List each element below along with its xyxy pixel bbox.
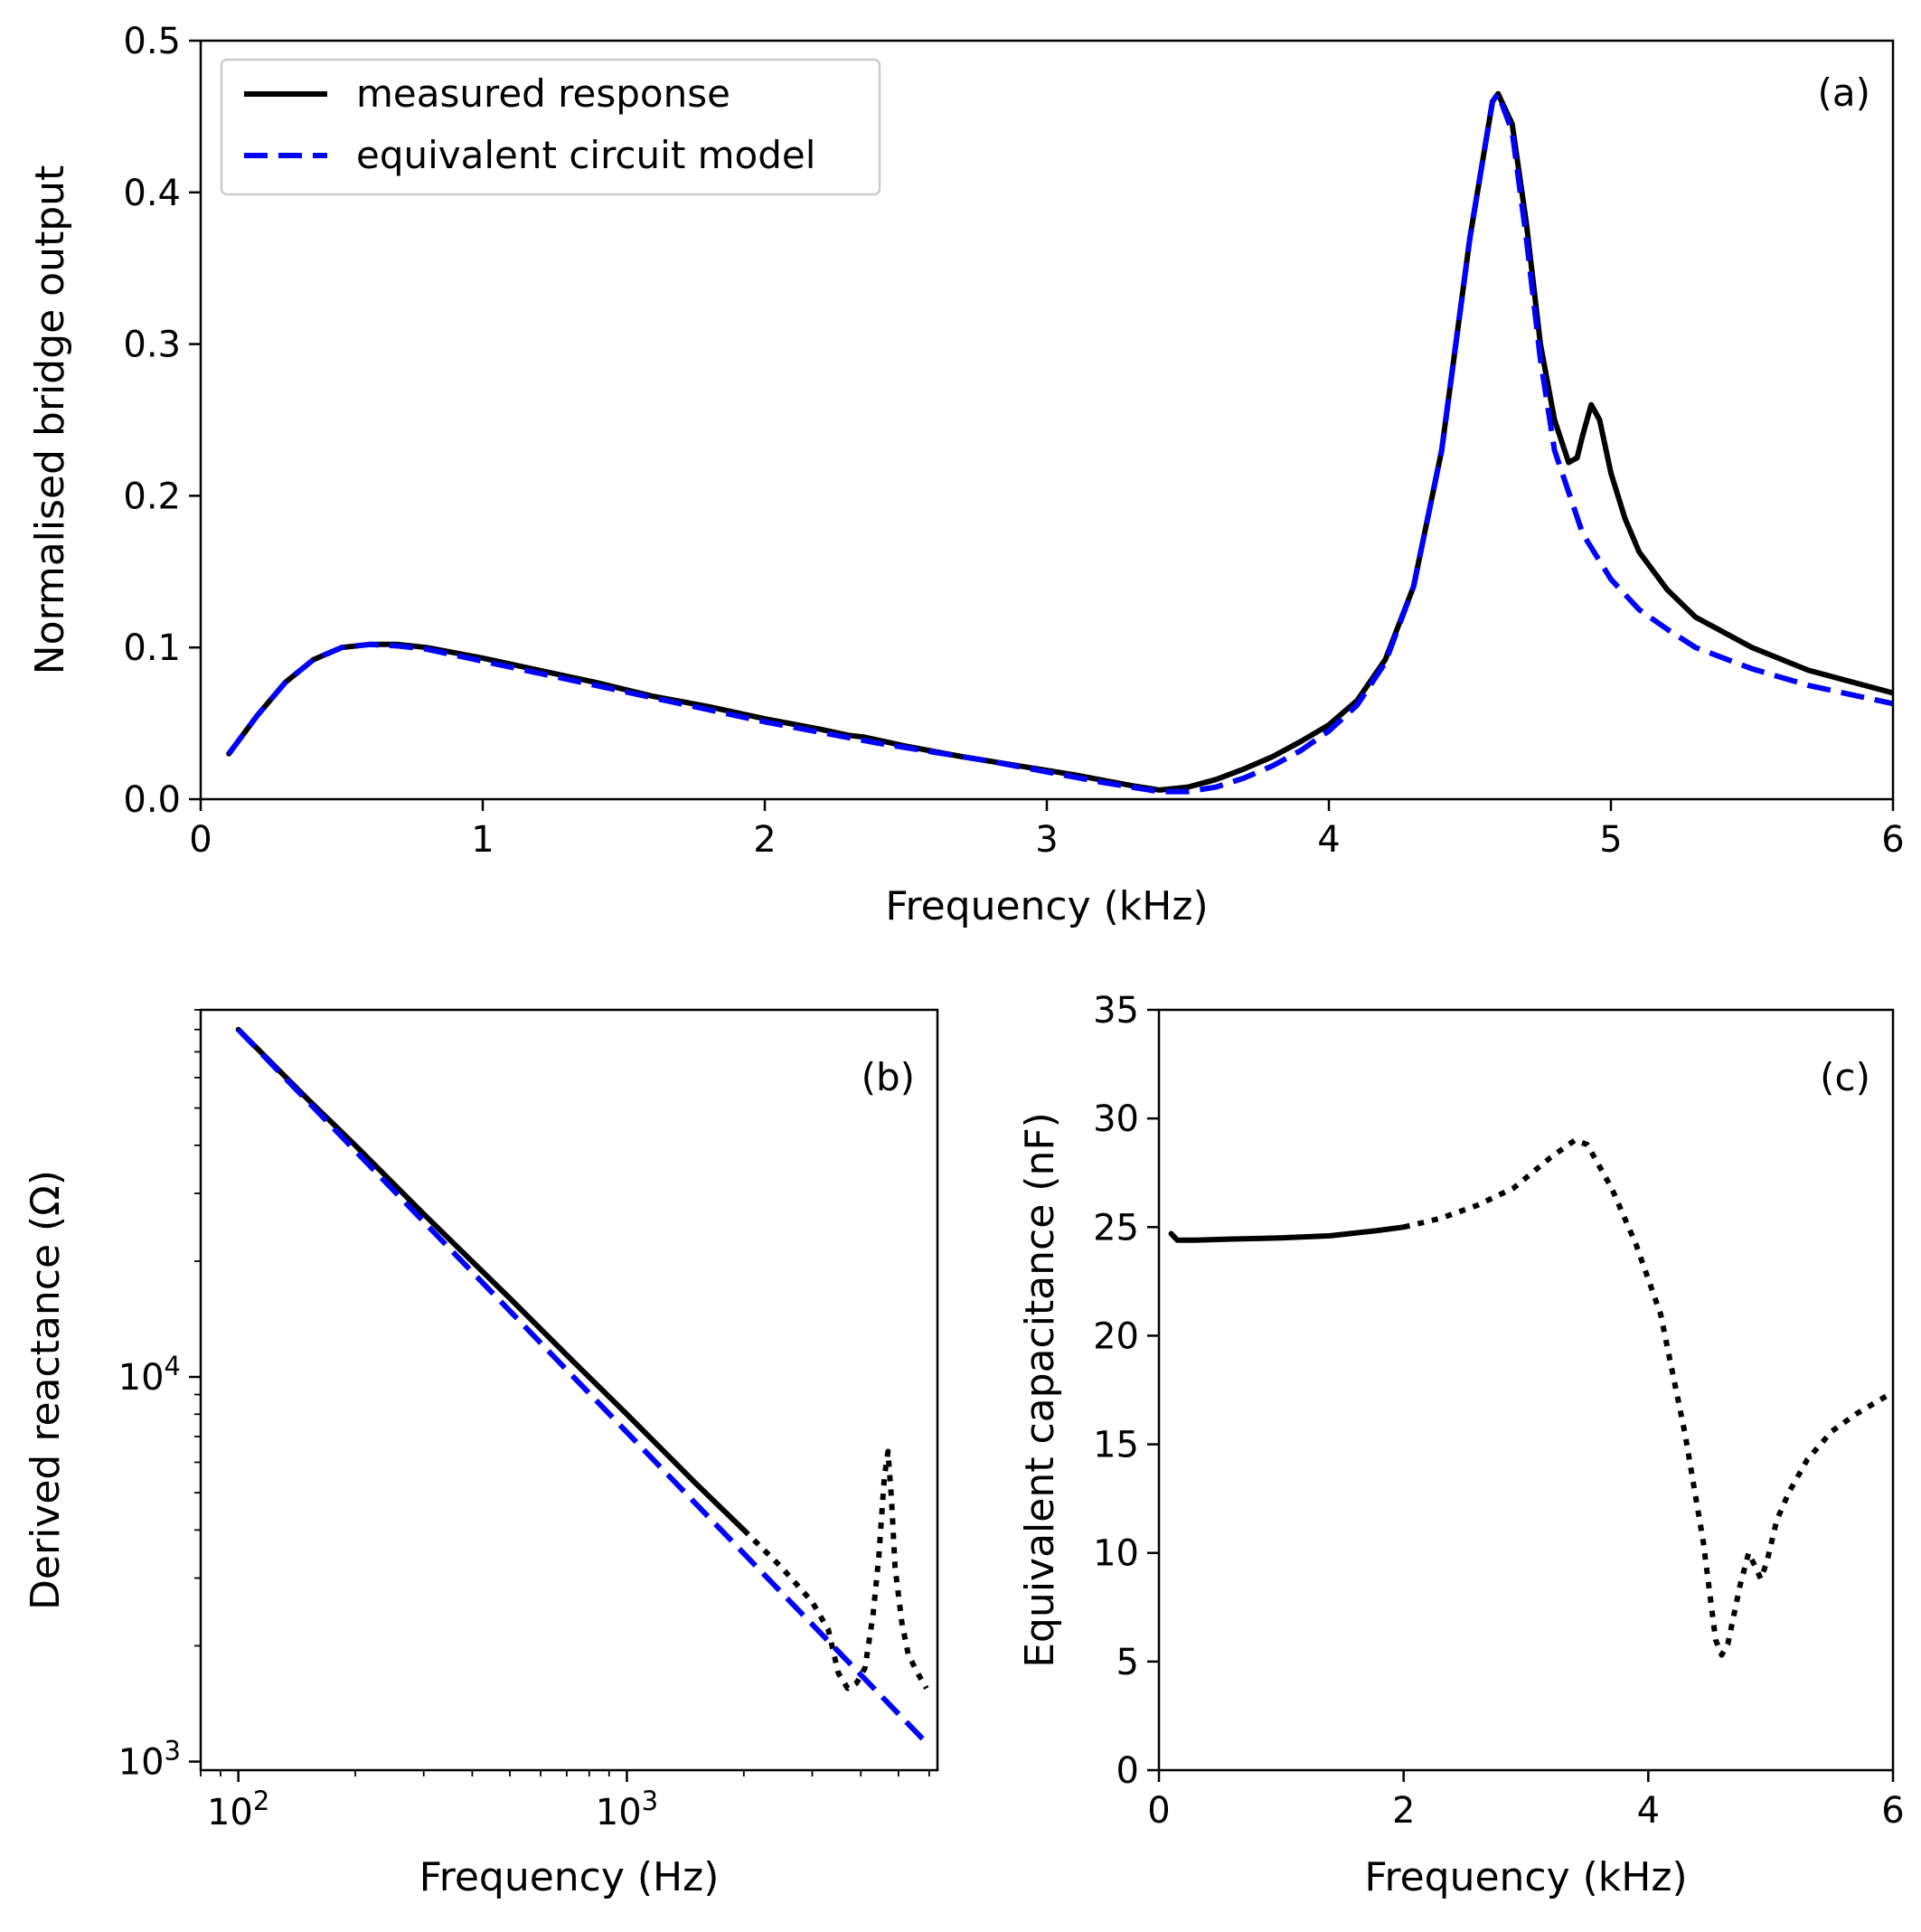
- x-tick-label: 2: [753, 819, 776, 861]
- x-tick-label: 6: [1881, 1790, 1904, 1832]
- x-tick-label: 0: [1147, 1790, 1170, 1832]
- x-tick-label: 5: [1599, 819, 1622, 861]
- x-tick-label: 102: [207, 1786, 269, 1833]
- y-tick-label: 15: [1093, 1425, 1139, 1466]
- y-tick-label: 10: [1093, 1533, 1139, 1575]
- legend-label: measured response: [356, 71, 730, 116]
- x-tick-label: 4: [1317, 819, 1340, 861]
- plot-frame: [1157, 1008, 1895, 1772]
- x-axis-label: Frequency (Hz): [419, 1854, 720, 1900]
- y-tick-label: 104: [118, 1351, 181, 1399]
- y-tick-label: 0.5: [123, 21, 181, 62]
- x-tick-label: 0: [189, 819, 212, 861]
- x-axis-label: Frequency (kHz): [885, 883, 1208, 929]
- y-tick-label: 0.2: [123, 476, 181, 517]
- x-axis-label: Frequency (kHz): [1364, 1854, 1687, 1900]
- legend-box: [220, 58, 881, 196]
- x-tick-label: 3: [1035, 819, 1058, 861]
- panel-1-series-2-line: [226, 90, 1893, 795]
- y-tick-label: 5: [1116, 1642, 1139, 1683]
- panel-label: (a): [1817, 71, 1870, 115]
- plot-frame: [199, 1008, 939, 1772]
- y-tick-label: 0.0: [123, 779, 181, 821]
- y-tick-label: 30: [1093, 1098, 1139, 1140]
- panel-2-series-3-line: [236, 1027, 932, 1748]
- panel-2-series-2-line: [741, 1448, 929, 1692]
- y-tick-label: 103: [118, 1736, 181, 1784]
- panel-label: (b): [862, 1055, 915, 1099]
- y-axis-label: Equivalent capacitance (nF): [1017, 1112, 1063, 1668]
- y-tick-label: 0.3: [123, 325, 181, 366]
- y-tick-label: 25: [1093, 1207, 1139, 1249]
- y-tick-label: 20: [1093, 1315, 1139, 1357]
- panel-a-chart: 0 1 2 3 4 5 6 0.0 0.1 0.2 0.3 0.4 0.5 Frequency (kHz)…: [27, 21, 1905, 929]
- panel-3-series-1-line: [1168, 1224, 1407, 1243]
- panel-3-series-2-line: [1403, 1137, 1893, 1658]
- panel-b-chart: 102 103 103 104 Frequency (Hz) Derived reacta…: [23, 1008, 939, 1900]
- y-axis-label: Normalised bridge output: [27, 165, 73, 675]
- x-tick-label: 103: [596, 1786, 658, 1833]
- x-tick-label: 4: [1637, 1790, 1660, 1832]
- y-axis-label: Derived reactance (Ω): [23, 1170, 69, 1610]
- y-tick-label: 0.4: [123, 173, 181, 214]
- y-tick-label: 0: [1116, 1750, 1139, 1792]
- x-tick-label: 1: [471, 819, 494, 861]
- panel-c-chart: 0 2 4 6 0 5 10 15 20 25 30 35 Frequency (kHz) Equival…: [1017, 990, 1905, 1900]
- x-tick-label: 2: [1392, 1790, 1415, 1832]
- panel-label: (c): [1820, 1055, 1870, 1099]
- y-tick-label: 0.1: [123, 627, 181, 669]
- panel-1-series-1-line: [226, 90, 1893, 793]
- legend-label: equivalent circuit model: [356, 133, 815, 177]
- y-tick-label: 35: [1093, 990, 1139, 1032]
- x-tick-label: 6: [1881, 819, 1904, 861]
- legend: measured response equivalent circuit mode…: [220, 58, 881, 196]
